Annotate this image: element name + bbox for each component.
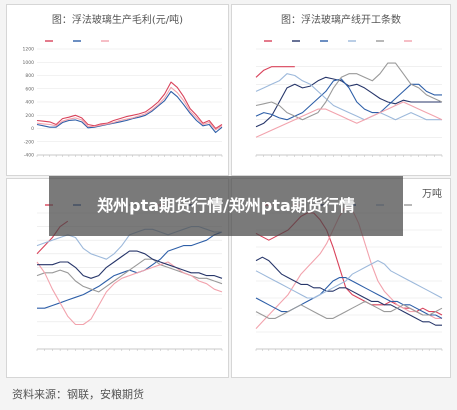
series-line (36, 261, 223, 326)
y-tick-label: 1200 (23, 47, 35, 53)
y-tick-label: 200 (25, 113, 34, 119)
chart-panel-top-left: 图：浮法玻璃生产毛利(元/吨) 1200 1000 800 600 400 200 0 -20… (6, 4, 229, 176)
chart-unit-label: 万吨 (422, 189, 442, 200)
y-tick-label: 400 (25, 100, 34, 106)
banner-title: 郑州pta期货行情/郑州pta期货行情 (97, 196, 355, 215)
series-line (255, 101, 443, 138)
series-line (255, 66, 295, 78)
y-tick-label: -200 (24, 139, 34, 145)
chart-title: 图：浮法玻璃生产毛利(元/吨) (51, 15, 184, 26)
y-tick-label: 1000 (23, 60, 35, 66)
series-line (36, 86, 223, 131)
series-line (255, 300, 443, 319)
series-line (36, 90, 223, 134)
series-line (255, 73, 442, 121)
chart-panel-top-right: 图：浮法玻璃产线开工条数 (231, 4, 451, 176)
y-tick-label: -400 (24, 153, 34, 159)
series-line (255, 260, 443, 299)
chart-title: 图：浮法玻璃产线开工条数 (281, 15, 401, 26)
series-line (255, 62, 443, 121)
series-line (37, 250, 223, 279)
series-line (36, 81, 223, 130)
y-tick-label: 800 (25, 73, 34, 79)
series-line (255, 76, 442, 128)
line-chart: 1200 1000 800 600 400 200 0 -200 -400 (23, 40, 223, 159)
line-chart (255, 40, 443, 157)
source-note: 资料来源：钢联，安粮期货 (12, 388, 144, 401)
title-banner: 郑州pta期货行情/郑州pta期货行情 (49, 176, 403, 236)
y-tick-label: 600 (25, 86, 34, 92)
y-tick-label: 0 (31, 126, 34, 132)
series-line (255, 256, 442, 326)
